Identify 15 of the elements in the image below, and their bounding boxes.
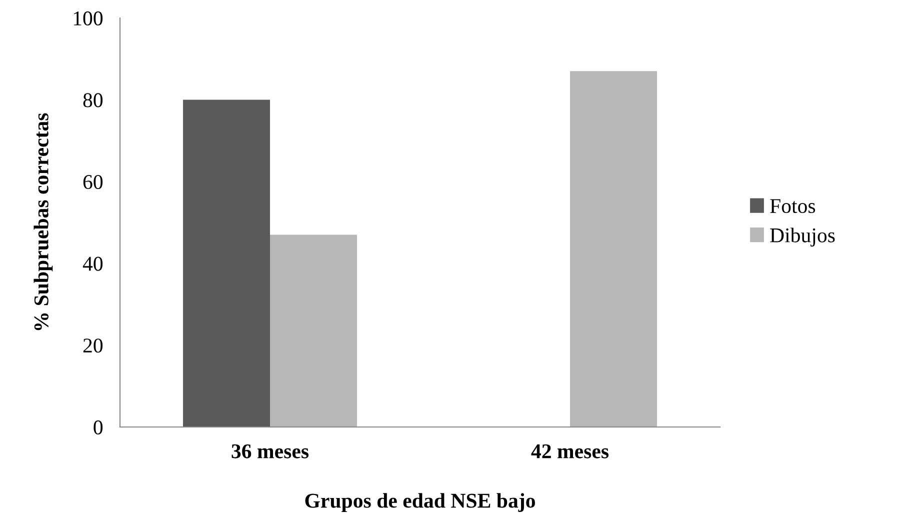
y-axis-title: % Subpruebas correctas (34, 113, 53, 330)
legend-label: Dibujos (770, 228, 835, 247)
legend-label: Fotos (770, 199, 816, 214)
y-tick-label: 100 (74, 11, 103, 26)
y-tick-label: 60 (83, 174, 103, 190)
x-axis-title: Grupos de edad NSE bajo (305, 493, 535, 512)
y-tick-label: 20 (83, 338, 103, 353)
bar (183, 100, 270, 427)
y-tick-label: 0 (94, 420, 103, 434)
x-tick-label: 36 meses (232, 444, 309, 458)
bar (570, 71, 657, 427)
bar (270, 234, 357, 427)
y-tick-label: 40 (82, 256, 103, 271)
y-tick-label: 80 (83, 93, 103, 108)
x-tick-label: 42 meses (531, 444, 609, 458)
